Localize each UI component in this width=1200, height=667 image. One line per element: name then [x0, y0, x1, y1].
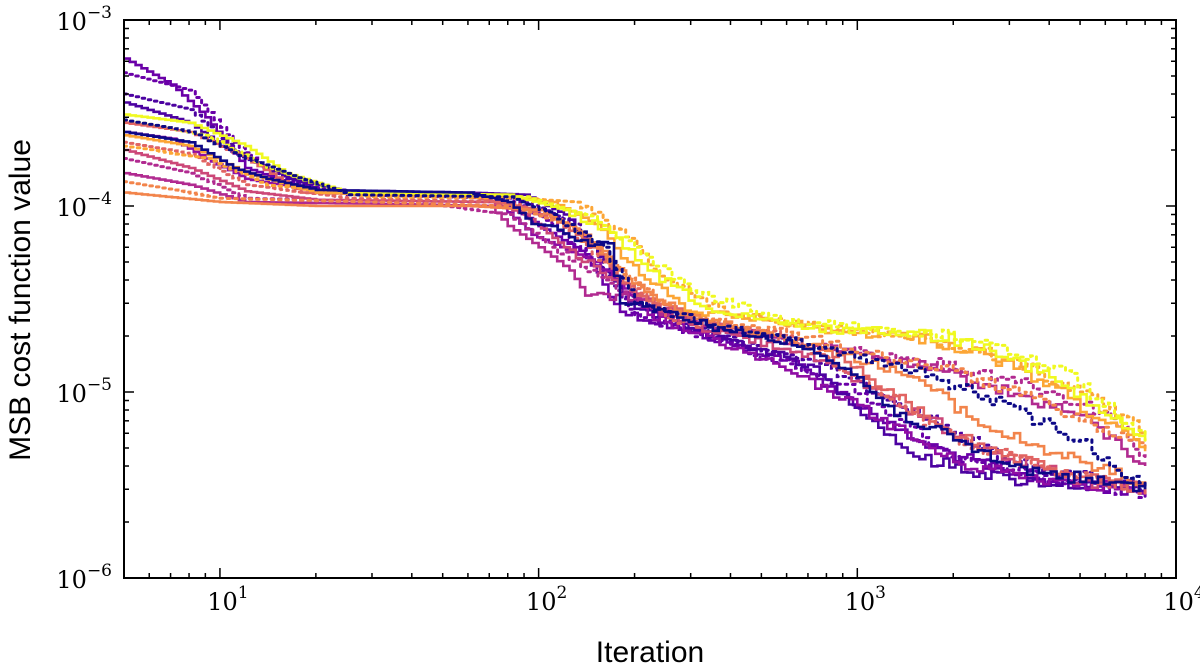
tick-layer: 101 102 103 104 10−6 10−5 10−4 10−3 [56, 3, 1200, 616]
series-line-run-18 [124, 118, 1147, 491]
y-axis-title: MSB cost function value [4, 139, 37, 461]
series-line-run-12 [124, 180, 1147, 450]
x-tick-label: 102 [526, 583, 567, 616]
series-line-run-10 [124, 140, 1147, 495]
y-tick-label: 10−6 [56, 561, 112, 594]
x-tick-label: 103 [845, 583, 886, 616]
plot-frame [123, 19, 1177, 579]
series-line-run-06 [124, 171, 1147, 466]
x-tick-label: 101 [207, 583, 248, 616]
series-line-run-01 [124, 57, 1147, 496]
y-tick-label: 10−3 [56, 3, 112, 36]
series-line-run-11 [124, 191, 1147, 487]
series-line-run-08 [124, 148, 1147, 492]
x-tick-label: 104 [1163, 583, 1200, 616]
series-layer [124, 57, 1147, 499]
y-tick-label: 10−5 [56, 375, 112, 408]
series-line-run-07 [124, 157, 1147, 458]
y-tick-label: 10−4 [56, 189, 112, 222]
x-axis-title: Iteration [596, 636, 704, 667]
